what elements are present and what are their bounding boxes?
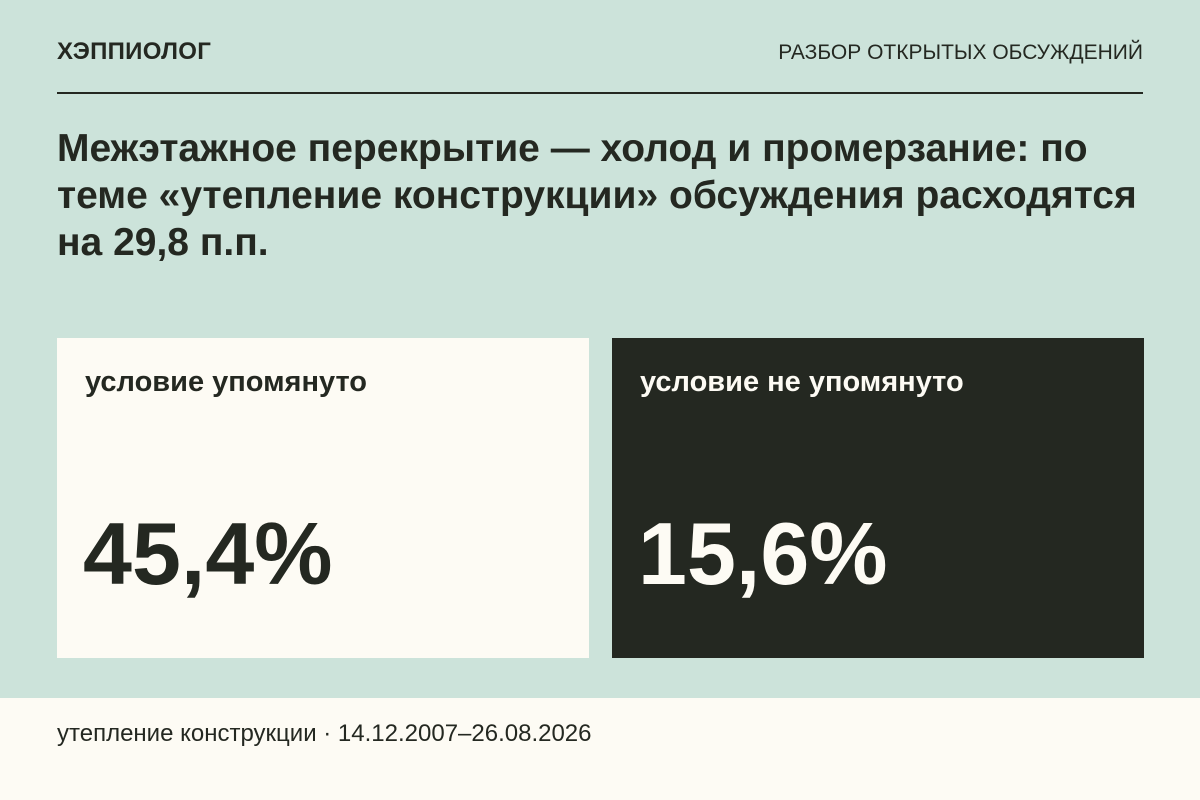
stat-card-value: 15,6% xyxy=(638,504,888,603)
section-title: РАЗБОР ОТКРЫТЫХ ОБСУЖДЕНИЙ xyxy=(778,41,1143,64)
stat-card-value: 45,4% xyxy=(83,504,333,603)
stat-card-not-mentioned: условие не упомянуто 15,6% xyxy=(612,338,1144,658)
stat-card-label: условие упомянуто xyxy=(85,366,368,398)
stat-card-label: условие не упомянуто xyxy=(640,366,964,398)
stat-card-mentioned: условие упомянуто 45,4% xyxy=(57,338,589,658)
header-divider xyxy=(57,92,1143,94)
page-headline: Межэтажное перекрытие — холод и промерза… xyxy=(57,127,1137,264)
footer-bar: утепление конструкции · 14.12.2007–26.08… xyxy=(0,698,1200,800)
brand-logo-text: ХЭППИОЛОГ xyxy=(57,38,212,65)
footer-caption: утепление конструкции · 14.12.2007–26.08… xyxy=(57,720,592,747)
